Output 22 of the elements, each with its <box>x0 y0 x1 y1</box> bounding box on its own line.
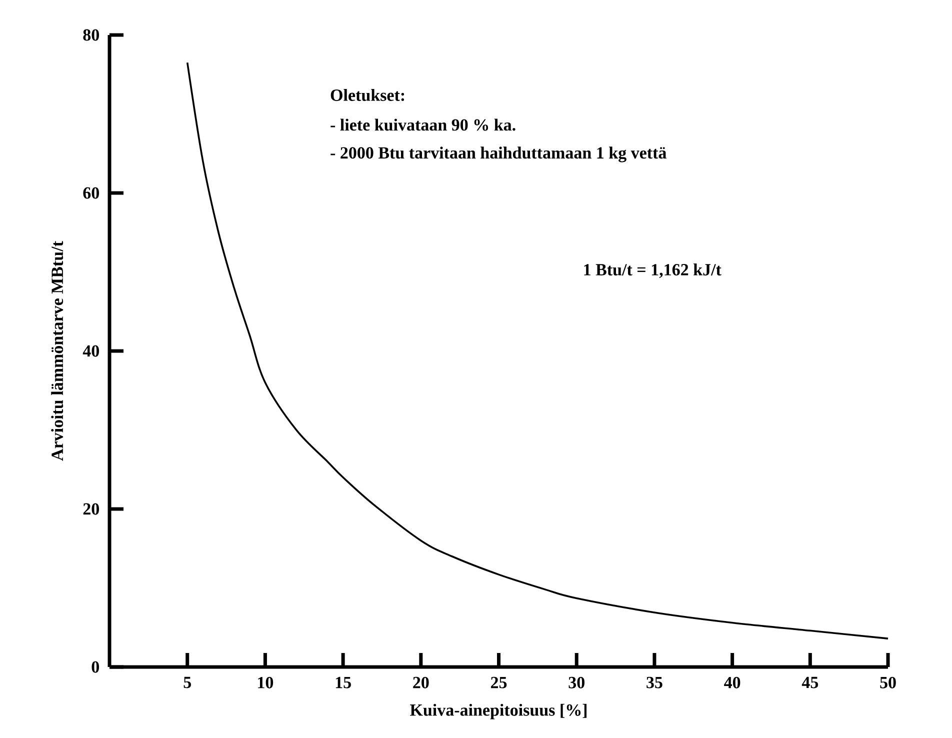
y-axis-title: Arvioitu lämmöntarve MBtu/t <box>51 241 64 461</box>
x-tick-label: 35 <box>646 676 662 688</box>
y-tick-label: 60 <box>83 187 99 199</box>
x-tick-label: 20 <box>413 676 429 688</box>
x-axis-title: Kuiva-ainepitoisuus [%] <box>410 704 587 720</box>
x-tick-label: 10 <box>258 676 274 688</box>
annotation: Oletukset: <box>330 89 404 102</box>
annotation: - liete kuivataan 90 % ka. <box>330 118 516 131</box>
annotation: - 2000 Btu tarvitaan haihduttamaan 1 kg vettä <box>330 146 666 162</box>
y-tick-label: 40 <box>82 345 99 357</box>
x-tick-label: 30 <box>568 676 584 688</box>
x-tick-label: 45 <box>802 676 818 688</box>
x-tick-label: 40 <box>724 676 740 688</box>
y-tick-label: 80 <box>83 29 99 41</box>
x-tick-label: 50 <box>880 676 896 688</box>
y-tick-label: 0 <box>92 661 99 673</box>
line-series <box>186 62 889 640</box>
x-tick-label: 5 <box>184 676 191 688</box>
y-tick-label: 20 <box>83 503 99 515</box>
x-tick-label: 15 <box>336 676 351 688</box>
x-tick-label: 25 <box>490 676 507 688</box>
annotation: 1 Btu/t = 1,162 kJ/t <box>584 264 722 278</box>
